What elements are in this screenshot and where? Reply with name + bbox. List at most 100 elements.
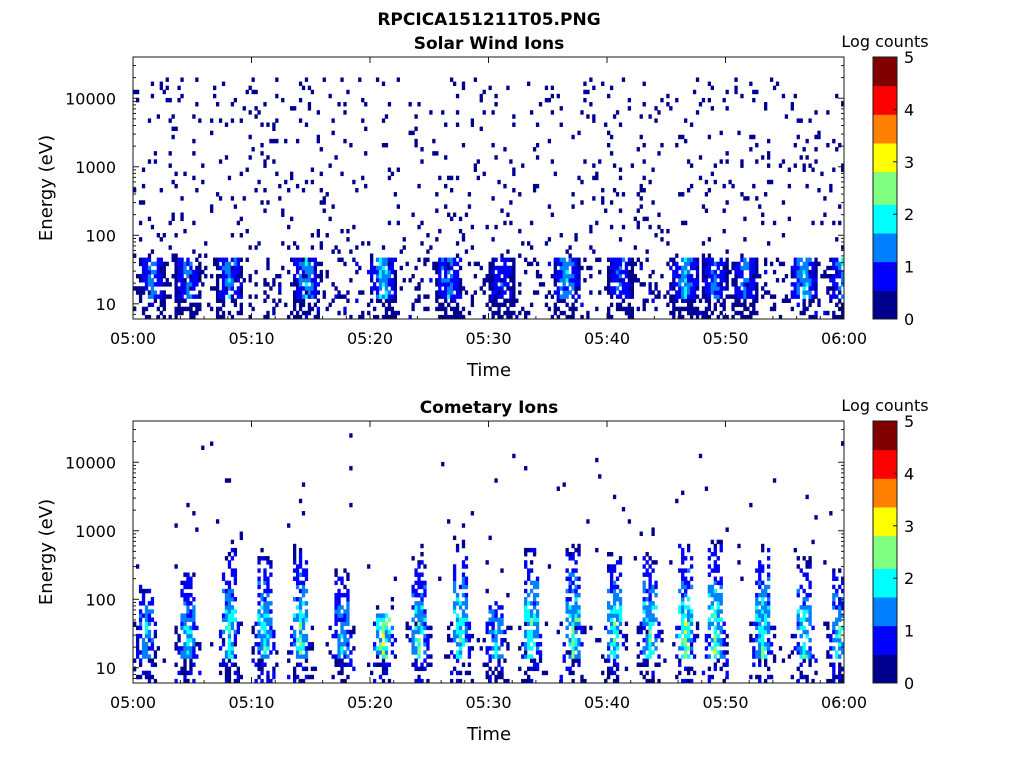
spectrogram-cell bbox=[618, 572, 623, 577]
spectrogram-cell bbox=[648, 564, 652, 569]
spectrogram-cell bbox=[769, 261, 774, 267]
spectrogram-cell bbox=[494, 310, 498, 316]
spectrogram-cell bbox=[393, 294, 398, 299]
spectrogram-cell bbox=[266, 155, 270, 160]
spectrogram-cell bbox=[689, 646, 694, 651]
spectrogram-cell bbox=[802, 302, 806, 308]
spectrogram-cell bbox=[156, 282, 161, 287]
spectrogram-cell bbox=[814, 314, 818, 320]
colorbar-segment bbox=[873, 159, 897, 164]
spectrogram-cell bbox=[458, 282, 463, 287]
spectrogram-cell bbox=[192, 269, 196, 275]
spectrogram-cell bbox=[595, 637, 599, 643]
spectrogram-cell bbox=[449, 306, 454, 312]
spectrogram-cell bbox=[607, 601, 611, 606]
spectrogram-cell bbox=[639, 183, 643, 189]
spectrogram-cell bbox=[758, 633, 762, 639]
spectrogram-cell bbox=[257, 179, 261, 185]
spectrogram-cell bbox=[378, 613, 383, 618]
spectrogram-cell bbox=[455, 122, 460, 127]
spectrogram-cell bbox=[455, 625, 460, 631]
solar-wind-title: Solar Wind Ions bbox=[414, 34, 565, 54]
spectrogram-cell bbox=[494, 282, 498, 287]
spectrogram-cell bbox=[387, 265, 392, 271]
spectrogram-cell bbox=[769, 625, 774, 631]
spectrogram-cell bbox=[524, 588, 528, 594]
spectrogram-cell bbox=[230, 572, 235, 577]
spectrogram-cell bbox=[485, 674, 489, 680]
spectrogram-cell bbox=[272, 282, 276, 287]
spectrogram-cell bbox=[174, 278, 178, 283]
spectrogram-cell bbox=[713, 547, 717, 553]
spectrogram-cell bbox=[838, 220, 842, 226]
spectrogram-cell bbox=[257, 592, 261, 598]
spectrogram-cell bbox=[766, 601, 771, 606]
spectrogram-cell bbox=[838, 629, 842, 635]
spectrogram-cell bbox=[156, 278, 161, 283]
spectrogram-cell bbox=[802, 617, 806, 622]
spectrogram-cell bbox=[325, 306, 329, 312]
spectrogram-cell bbox=[574, 588, 578, 594]
spectrogram-cell bbox=[449, 188, 454, 193]
spectrogram-cell bbox=[177, 670, 181, 676]
spectrogram-cell bbox=[135, 637, 140, 643]
spectrogram-cell bbox=[133, 286, 137, 291]
spectrogram-cell bbox=[645, 298, 649, 303]
spectrogram-cell bbox=[260, 151, 264, 156]
spectrogram-cell bbox=[370, 278, 374, 283]
colorbar-segment bbox=[873, 568, 897, 573]
spectrogram-cell bbox=[301, 188, 306, 193]
spectrogram-cell bbox=[449, 216, 454, 222]
spectrogram-cell bbox=[752, 650, 756, 655]
spectrogram-cell bbox=[627, 261, 632, 267]
spectrogram-cell bbox=[414, 666, 418, 672]
spectrogram-cell bbox=[592, 163, 596, 168]
spectrogram-cell bbox=[503, 637, 507, 643]
spectrogram-cell bbox=[452, 212, 457, 217]
spectrogram-cell bbox=[737, 560, 741, 565]
spectrogram-cell bbox=[684, 646, 688, 651]
spectrogram-cell bbox=[648, 576, 652, 581]
spectrogram-cell bbox=[263, 637, 267, 643]
spectrogram-cell bbox=[417, 576, 421, 581]
spectrogram-cell bbox=[295, 572, 300, 577]
spectrogram-cell bbox=[298, 81, 303, 86]
spectrogram-cell bbox=[796, 625, 800, 631]
spectrogram-cell bbox=[295, 597, 300, 602]
spectrogram-cell bbox=[672, 298, 676, 303]
spectrogram-cell bbox=[707, 261, 712, 267]
spectrogram-cell bbox=[494, 646, 498, 651]
spectrogram-cell bbox=[532, 642, 537, 647]
spectrogram-cell bbox=[692, 306, 697, 312]
spectrogram-cell bbox=[835, 269, 839, 275]
spectrogram-cell bbox=[177, 278, 181, 283]
spectrogram-cell bbox=[790, 265, 794, 271]
spectrogram-cell bbox=[153, 662, 158, 667]
colorbar-segment bbox=[873, 425, 897, 430]
spectrogram-cell bbox=[627, 302, 632, 308]
spectrogram-cell bbox=[313, 314, 318, 320]
spectrogram-cell bbox=[455, 261, 460, 267]
spectrogram-cell bbox=[135, 286, 140, 291]
spectrogram-cell bbox=[755, 257, 759, 263]
spectrogram-cell bbox=[269, 572, 273, 577]
spectrogram-cell bbox=[841, 674, 845, 680]
spectrogram-cell bbox=[790, 273, 794, 279]
spectrogram-cell bbox=[553, 290, 557, 295]
spectrogram-cell bbox=[295, 310, 300, 316]
spectrogram-cell bbox=[186, 273, 190, 279]
spectrogram-cell bbox=[144, 629, 149, 635]
spectrogram-cell bbox=[618, 294, 623, 299]
spectrogram-cell bbox=[343, 138, 347, 144]
spectrogram-cell bbox=[230, 621, 235, 627]
spectrogram-cell bbox=[275, 302, 279, 308]
spectrogram-cell bbox=[633, 556, 637, 561]
spectrogram-cell bbox=[464, 584, 469, 590]
spectrogram-cell bbox=[414, 126, 418, 132]
spectrogram-cell bbox=[642, 601, 646, 606]
spectrogram-cell bbox=[417, 674, 421, 680]
spectrogram-cell bbox=[266, 282, 270, 287]
spectrogram-cell bbox=[832, 294, 836, 299]
spectrogram-cell bbox=[713, 568, 717, 573]
spectrogram-cell bbox=[224, 625, 229, 631]
